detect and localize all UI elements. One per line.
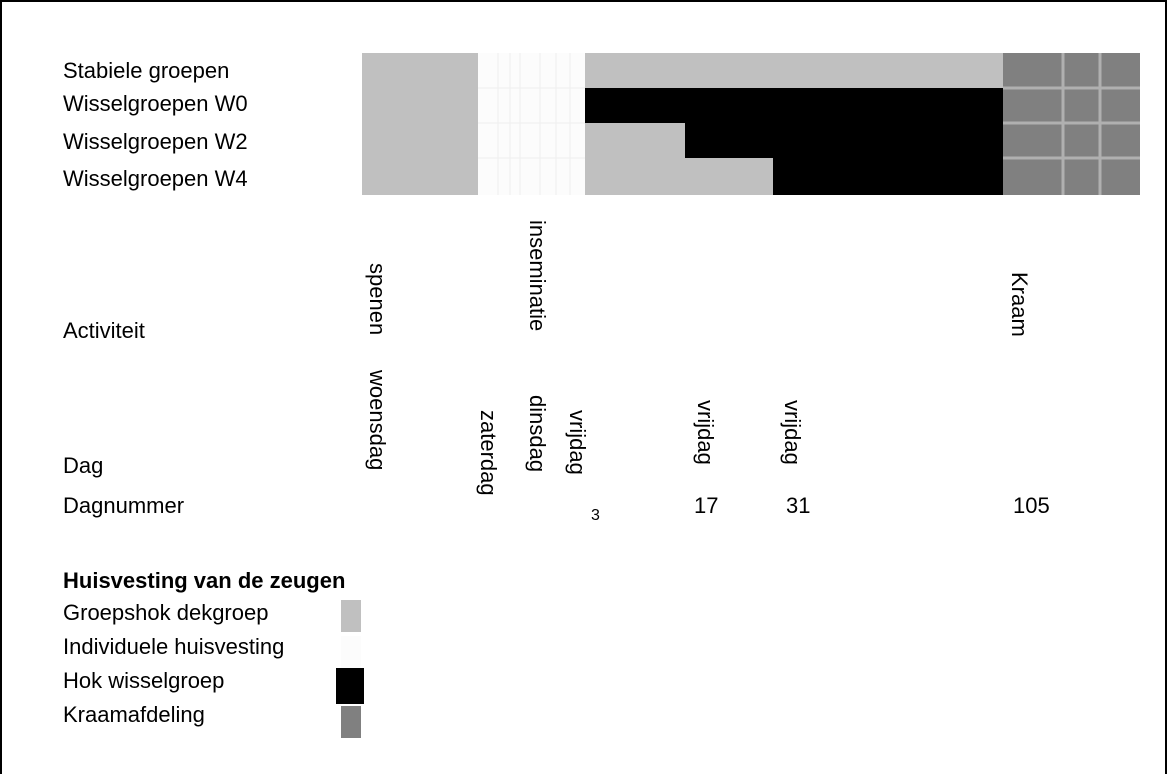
day: dinsdag (525, 395, 550, 472)
activity: spenen (365, 263, 390, 335)
day-number: 3 (591, 507, 600, 524)
legend-label: Kraamafdeling (63, 702, 205, 727)
row-label: Wisselgroepen W4 (63, 166, 248, 191)
legend-swatch (341, 706, 361, 738)
individual (478, 53, 585, 195)
day-number: 31 (786, 493, 810, 518)
legend-label: Individuele huisvesting (63, 634, 284, 659)
farrowing-lines (1003, 53, 1140, 195)
activity-label: Activiteit (63, 318, 145, 343)
group-pen (585, 123, 685, 158)
legend-label: Groepshok dekgroep (63, 600, 268, 625)
row-labels: Stabiele groepen Wisselgroepen W0 Wissel… (63, 58, 248, 191)
day: zaterdag (476, 410, 501, 496)
day-label: Dag (63, 453, 103, 478)
day: vrijdag (565, 410, 590, 475)
switch-pen (685, 123, 1003, 158)
day: vrijdag (780, 400, 805, 465)
row-label: Wisselgroepen W0 (63, 91, 248, 116)
row-label: Wisselgroepen W2 (63, 129, 248, 154)
legend-swatch (341, 636, 361, 668)
legend-swatch (341, 600, 361, 632)
day: woensdag (365, 369, 390, 470)
housing-grid (362, 53, 1140, 195)
legend: Huisvesting van de zeugen Groepshok dekg… (63, 568, 364, 738)
individual-lines (478, 53, 585, 195)
group-pen (585, 53, 1003, 88)
group-pen (585, 158, 773, 195)
day-number: 17 (694, 493, 718, 518)
legend-label: Hok wisselgroep (63, 668, 224, 693)
switch-pen (773, 158, 1003, 195)
day-number-label: Dagnummer (63, 493, 184, 518)
day: vrijdag (693, 400, 718, 465)
legend-swatch (336, 668, 364, 704)
day-number: 105 (1013, 493, 1050, 518)
legend-title: Huisvesting van de zeugen (63, 568, 345, 593)
activity: inseminatie (525, 220, 550, 331)
row-label: Stabiele groepen (63, 58, 229, 83)
switch-pen (585, 88, 1003, 123)
group-pen (362, 53, 478, 195)
activity: Kraam (1007, 272, 1032, 337)
